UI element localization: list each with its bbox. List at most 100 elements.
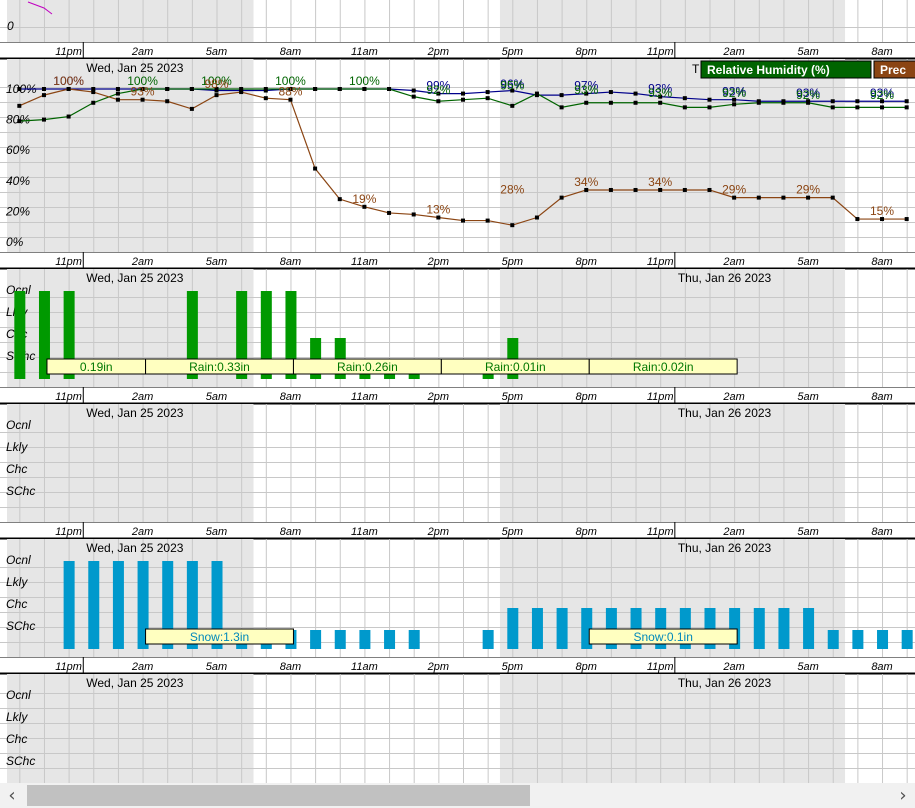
precip-chance-bar — [359, 630, 371, 649]
time-tick-label: 2am — [131, 526, 153, 538]
precip-total-label: 0.19in — [80, 360, 113, 374]
humidity-data-point — [781, 100, 786, 105]
humidity-data-point — [115, 87, 120, 91]
scrollbar-thumb[interactable] — [27, 785, 530, 806]
night-shading — [499, 674, 846, 783]
humidity-data-label: 100% — [275, 74, 306, 88]
humidity-data-point — [485, 96, 490, 101]
time-tick-label: 11pm — [647, 391, 674, 403]
humidity-data-label: 13% — [426, 203, 450, 217]
humidity-data-point — [830, 99, 835, 104]
chance-level-label: Chc — [6, 462, 27, 476]
precip-chance-bar — [334, 630, 346, 649]
time-tick-label: 5pm — [502, 526, 523, 538]
time-tick-label: 11pm — [647, 526, 674, 538]
precip-chance-bar — [14, 291, 26, 379]
legend-precip-label: Prec — [880, 63, 906, 77]
precip-chance-bar — [162, 561, 174, 649]
humidity-data-label: 93% — [648, 86, 672, 100]
humidity-data-point — [165, 87, 170, 91]
humidity-data-point — [707, 97, 712, 102]
time-tick-label: 5pm — [502, 46, 523, 58]
scroll-left-icon[interactable]: ‹ — [8, 785, 16, 806]
chance-level-label: SChc — [6, 754, 35, 768]
time-tick-label: 11pm — [55, 256, 82, 268]
humidity-data-label: 100% — [201, 74, 232, 88]
day-label-thu: Thu, Jan 26 2023 — [678, 676, 772, 690]
time-tick-label: 5am — [206, 46, 227, 58]
humidity-data-point — [510, 103, 515, 108]
legend-precip-swatch — [873, 60, 915, 79]
time-tick-label: 8am — [280, 391, 301, 403]
time-tick-label: 11pm — [55, 661, 82, 673]
chance-level-label: Lkly — [6, 575, 28, 589]
humidity-data-point — [756, 100, 761, 105]
humidity-data-point — [66, 87, 71, 91]
humidity-y-tick-label: 60% — [6, 143, 30, 157]
precip-chance-bar — [581, 608, 593, 649]
chance-level-label: SChc — [6, 484, 35, 498]
humidity-data-point — [608, 187, 613, 192]
humidity-data-label: 29% — [722, 183, 746, 197]
time-tick-label: 11pm — [55, 391, 82, 403]
humidity-data-point — [288, 87, 293, 91]
humidity-data-point — [707, 187, 712, 192]
time-tick-label: 11am — [351, 256, 378, 268]
time-tick-label: 8am — [871, 256, 892, 268]
precip-total-box — [588, 358, 738, 375]
time-tick-label: 11pm — [55, 46, 82, 58]
precip-chance-bar — [260, 291, 272, 379]
humidity-data-label: 15% — [870, 204, 894, 218]
time-tick-label: 2am — [722, 391, 744, 403]
precip-chance-bar — [38, 291, 50, 379]
humidity-data-point — [41, 93, 46, 98]
humidity-data-point — [904, 217, 909, 222]
humidity-data-point — [461, 218, 465, 223]
humidity-data-point — [633, 100, 638, 105]
scroll-right-icon[interactable]: › — [899, 785, 907, 806]
humidity-data-point — [337, 197, 342, 202]
time-tick-label: 11am — [351, 526, 378, 538]
humidity-y-tick-label: 20% — [5, 204, 30, 218]
humidity-data-point — [732, 97, 737, 102]
day-label-thu: Thu, Jan 26 2023 — [678, 541, 772, 555]
humidity-data-point — [880, 105, 885, 110]
precip-total-box — [145, 628, 294, 645]
time-tick-label: 5am — [797, 256, 818, 268]
precip-chance-bar — [827, 630, 839, 649]
humidity-data-label: 92% — [722, 86, 746, 100]
horizontal-scrollbar[interactable]: ‹ › — [0, 783, 915, 808]
precip-chance-bar — [852, 630, 864, 649]
humidity-data-point — [387, 87, 392, 91]
time-tick-label: 8pm — [576, 256, 597, 268]
humidity-data-point — [362, 87, 367, 91]
day-label-wed: Wed, Jan 25 2023 — [86, 271, 184, 285]
time-tick-label: 2pm — [427, 661, 449, 673]
legend-humidity-swatch — [700, 60, 872, 79]
humidity-data-point — [904, 105, 909, 110]
time-tick-label: 8pm — [576, 46, 597, 58]
humidity-data-label: 93% — [870, 86, 894, 100]
humidity-data-point — [436, 91, 441, 96]
precip-chance-bar — [753, 608, 765, 649]
time-tick-label: 8am — [280, 661, 301, 673]
precip-chance-bar — [285, 291, 297, 379]
humidity-data-label: 93% — [648, 82, 672, 96]
precip-chance-bar — [186, 561, 198, 649]
humidity-data-point — [534, 215, 539, 220]
truncated-legend-label: T — [692, 62, 700, 76]
precip-chance-bar — [310, 630, 322, 649]
time-tick-label: 8pm — [576, 526, 597, 538]
top-panel-series-fragment — [27, 1, 53, 15]
humidity-data-point — [559, 105, 564, 110]
time-tick-label: 2am — [722, 526, 744, 538]
humidity-data-point — [658, 187, 663, 192]
time-tick-label: 2pm — [427, 391, 449, 403]
humidity-data-label: 93% — [131, 85, 155, 99]
humidity-y-tick-label: 0% — [6, 235, 24, 249]
time-tick-label: 11am — [351, 46, 378, 58]
day-label-wed: Wed, Jan 25 2023 — [86, 676, 184, 690]
humidity-data-point — [436, 215, 441, 220]
